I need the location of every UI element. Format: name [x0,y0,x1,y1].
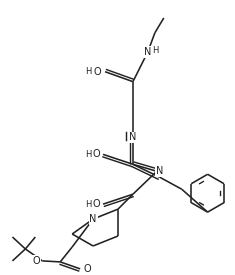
Text: N: N [129,133,137,142]
Text: H: H [85,67,91,76]
Text: N: N [89,214,97,224]
Text: O: O [83,264,91,274]
Text: O: O [92,149,100,159]
Text: O: O [92,199,100,209]
Text: H: H [85,150,91,159]
Text: H: H [85,200,91,209]
Text: O: O [93,67,101,77]
Text: H: H [152,46,158,55]
Text: N: N [156,166,164,176]
Text: N: N [144,47,152,57]
Text: O: O [32,256,40,266]
